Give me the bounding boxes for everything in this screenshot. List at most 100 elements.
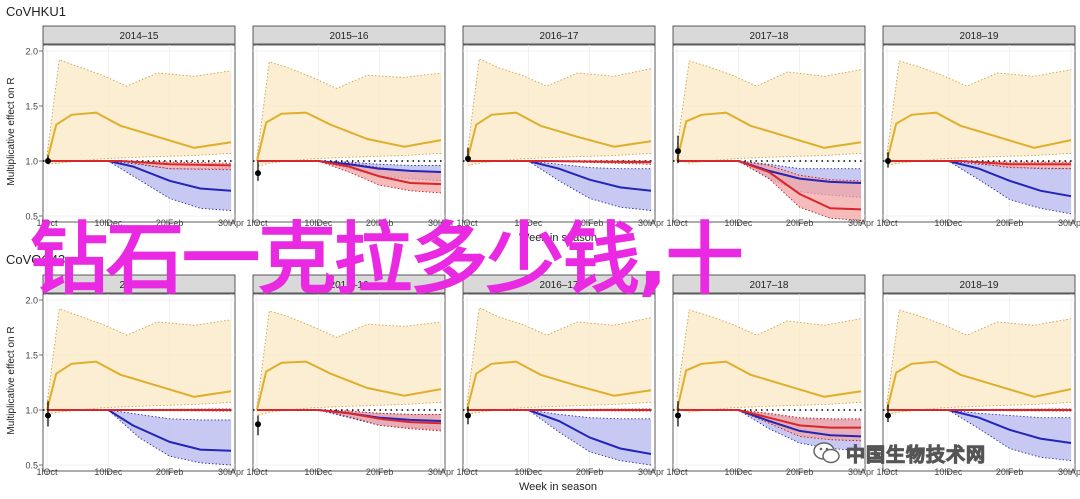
orange-ci-band — [47, 308, 231, 414]
blue-ci-band-upper — [467, 409, 651, 420]
marker-point — [885, 158, 891, 164]
panel-title: 2015–16 — [330, 31, 369, 42]
red-ci-band — [887, 161, 1071, 169]
orange-ci-band-upper — [676, 60, 862, 148]
blue-ci-band-upper — [887, 409, 1071, 419]
x-axis-label: Week in season — [519, 481, 597, 493]
marker-point — [255, 421, 261, 428]
panel-strip — [882, 274, 1076, 294]
orange-series-line — [886, 360, 1072, 411]
wechat-icon — [813, 442, 840, 464]
panel-2: 2016–17 1lOct 10lDec 20lFeb 30lApr — [456, 274, 664, 477]
panel-title: 2016–17 — [540, 31, 579, 42]
blue-ci-band-lower — [887, 409, 1072, 462]
x-tick-label: 30lApr — [218, 467, 244, 477]
blue-ci-band-upper — [677, 160, 861, 170]
orange-ci-band-lower — [46, 152, 232, 165]
panel-2: 2016–17 1lOct 10lDec 20lFeb 30lApr — [456, 25, 664, 228]
y-tick-label: 1.0 — [25, 406, 38, 416]
blue-ci-band-upper — [887, 160, 1071, 170]
red-ci-band-upper — [47, 160, 232, 164]
x-tick-label: 10lDec — [724, 218, 753, 228]
x-axis-label: Week in season — [519, 232, 597, 244]
orange-series-line — [466, 111, 652, 162]
orange-series-line — [676, 360, 862, 411]
red-series-line — [257, 409, 442, 425]
x-tick-label: 1lOct — [246, 467, 268, 477]
red-series-line — [887, 160, 1071, 166]
red-series-line — [257, 160, 442, 186]
x-tick-label: 1lOct — [456, 467, 478, 477]
red-series-line — [467, 160, 652, 164]
panel-strip — [42, 274, 236, 294]
marker-point — [45, 412, 51, 419]
blue-ci-band-upper — [257, 160, 441, 166]
orange-ci-band-lower — [886, 401, 1072, 415]
blue-ci-band-lower — [677, 409, 862, 452]
x-tick-label: 30lApr — [428, 218, 454, 228]
panel-0: 2014–15 1lOct 10lDec 20lFeb 30lApr — [36, 274, 244, 477]
marker-point — [675, 412, 681, 419]
panel-title: 2016–17 — [540, 280, 579, 291]
x-tick-label: 1lOct — [666, 467, 688, 477]
orange-ci-band-lower — [256, 401, 442, 416]
orange-ci-band — [677, 60, 861, 164]
red-ci-band-lower — [257, 409, 442, 432]
marker-point — [885, 412, 891, 419]
orange-ci-band — [677, 309, 861, 413]
blue-ci-band — [887, 410, 1071, 461]
panel-title: 2014–15 — [120, 280, 159, 291]
panel-4: 2018–19 1lOct 10lDec 20lFeb 30lApr — [876, 25, 1080, 228]
orange-series-line — [466, 360, 652, 411]
orange-ci-band-upper — [466, 307, 652, 405]
blue-ci-band-upper — [467, 160, 651, 170]
panel-0: 2014–15 1lOct 10lDec 20lFeb 30lApr — [36, 25, 244, 228]
panel-strip — [882, 25, 1076, 45]
red-ci-band — [47, 161, 231, 170]
panel-strip — [42, 25, 236, 45]
panel-title: 2017–18 — [750, 31, 789, 42]
blue-ci-band — [467, 161, 651, 211]
orange-ci-band — [887, 60, 1071, 166]
panel-4: 2018–19 1lOct 10lDec 20lFeb 30lApr — [876, 274, 1080, 477]
marker-point — [465, 412, 471, 419]
red-series-line — [677, 409, 861, 429]
marker-point — [675, 148, 681, 155]
panel-title: 2015–16 — [330, 280, 369, 291]
x-tick-label: 30lApr — [1058, 218, 1080, 228]
panel-title: 2018–19 — [960, 280, 999, 291]
panel-strip — [252, 274, 446, 294]
orange-ci-band — [257, 311, 441, 416]
figure-title: CoVOC43 — [6, 252, 65, 267]
red-ci-band-lower — [677, 409, 862, 442]
x-tick-label: 1lOct — [876, 467, 898, 477]
y-axis-label: Multiplicative effect on R — [6, 326, 17, 434]
x-tick-label: 10lDec — [94, 218, 123, 228]
orange-ci-band-lower — [466, 401, 652, 415]
red-ci-band-upper — [887, 160, 1071, 163]
overlay-caption: 钻石一克拉多少钱,十 — [30, 215, 744, 305]
x-tick-label: 10lDec — [304, 218, 333, 228]
orange-ci-band — [257, 62, 441, 167]
orange-ci-band-lower — [676, 152, 862, 164]
orange-ci-band-lower — [46, 401, 232, 414]
x-tick-label: 20lFeb — [996, 467, 1024, 477]
x-tick-label: 30lApr — [848, 467, 874, 477]
panel-title: 2018–19 — [960, 31, 999, 42]
blue-ci-band-lower — [887, 160, 1072, 215]
red-ci-band-upper — [257, 409, 441, 415]
panel-1: 2015–16 1lOct 10lDec 20lFeb 30lApr — [246, 274, 454, 477]
x-tick-label: 10lDec — [514, 218, 543, 228]
orange-series-line — [46, 360, 232, 411]
panel-1: 2015–16 1lOct 10lDec 20lFeb 30lApr — [246, 25, 454, 228]
x-tick-label: 10lDec — [94, 467, 123, 477]
red-series-line — [677, 160, 862, 211]
marker-point — [465, 155, 471, 162]
x-tick-label: 20lFeb — [156, 467, 184, 477]
orange-ci-band-lower — [886, 152, 1072, 166]
orange-series-line — [46, 111, 232, 162]
x-tick-label: 30lApr — [428, 467, 454, 477]
x-tick-label: 20lFeb — [576, 218, 604, 228]
y-tick-label: 1.5 — [25, 351, 38, 361]
x-tick-label: 30lApr — [638, 467, 664, 477]
